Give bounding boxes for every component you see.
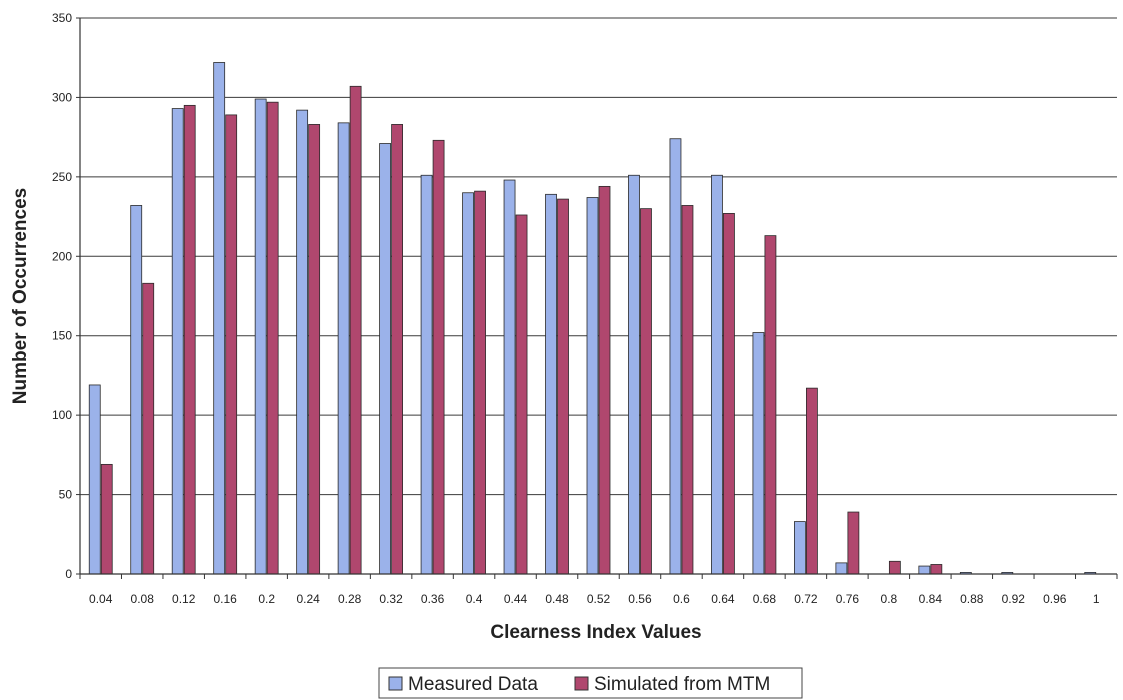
y-tick-label: 200 — [52, 249, 72, 263]
x-tick-label: 0.84 — [919, 592, 943, 606]
bar-measured — [88, 384, 101, 575]
x-tick-label: 0.68 — [753, 592, 777, 606]
x-axis-title: Clearness Index Values — [490, 622, 701, 643]
legend: Measured Data Simulated from MTM — [378, 667, 803, 699]
x-tick-label: 0.48 — [545, 592, 569, 606]
bar-simulated — [225, 114, 238, 575]
bar-measured — [171, 108, 184, 575]
bar-measured — [379, 143, 392, 575]
bar-simulated — [681, 205, 694, 575]
bar-simulated — [557, 198, 569, 575]
bar-simulated — [308, 124, 321, 575]
x-tick-label: 0.88 — [960, 592, 984, 606]
legend-swatch-measured — [388, 676, 403, 691]
x-tick-label: 0.6 — [673, 592, 690, 606]
bar-simulated — [888, 560, 901, 575]
bars — [88, 62, 1097, 575]
bar-simulated — [432, 139, 445, 575]
x-tick-label: 0.04 — [89, 592, 113, 606]
bar-measured — [254, 98, 267, 575]
legend-label-simulated: Simulated from MTM — [594, 674, 770, 695]
bar-simulated — [349, 85, 362, 575]
y-tick-label: 0 — [65, 567, 72, 581]
bar-measured — [669, 138, 682, 575]
bar-measured — [130, 205, 143, 575]
x-tick-label: 0.56 — [628, 592, 652, 606]
bar-simulated — [266, 101, 279, 575]
bar-simulated — [806, 387, 818, 575]
bar-measured — [628, 174, 640, 575]
tick-labels: 0 50 100 150 200 250 300 350 0.04 0.08 0.12 0.16 0.2… — [52, 11, 1118, 606]
bar-simulated — [930, 564, 943, 575]
bar-measured — [835, 562, 848, 575]
bar-simulated — [474, 190, 486, 575]
y-axis-title: Number of Occurrences — [10, 188, 31, 404]
bar-measured — [752, 332, 765, 575]
gridlines — [80, 17, 1117, 575]
bar-simulated — [183, 104, 196, 575]
x-tick-label: 0.36 — [421, 592, 445, 606]
bar-measured — [420, 174, 433, 575]
y-tick-label: 350 — [52, 11, 72, 25]
x-tick-label: 0.52 — [587, 592, 611, 606]
bar-simulated — [515, 214, 528, 575]
y-tick-label: 150 — [52, 329, 72, 343]
bar-measured — [711, 174, 723, 575]
y-tick-label: 50 — [59, 488, 73, 502]
bar-measured — [918, 565, 931, 575]
x-tick-label: 1 — [1093, 592, 1100, 606]
axes — [79, 18, 1117, 575]
x-tick-label: 0.64 — [711, 592, 735, 606]
x-tick-label: 0.76 — [836, 592, 860, 606]
bar-measured — [586, 197, 599, 575]
bar-simulated — [598, 185, 611, 575]
bar-measured — [213, 62, 226, 575]
x-tick-label: 0.32 — [379, 592, 403, 606]
x-tick-label: 0.16 — [214, 592, 238, 606]
x-tick-label: 0.72 — [794, 592, 818, 606]
bar-simulated — [764, 235, 777, 575]
bar-measured — [503, 179, 516, 575]
bar-simulated — [723, 212, 735, 575]
bar-measured — [545, 193, 557, 575]
x-tick-label: 0.2 — [258, 592, 275, 606]
x-tick-label: 0.08 — [131, 592, 155, 606]
x-tick-label: 0.92 — [1002, 592, 1026, 606]
x-tick-label: 0.4 — [466, 592, 483, 606]
y-tick-label: 100 — [52, 408, 72, 422]
legend-box — [378, 667, 803, 699]
bar-measured — [462, 192, 474, 575]
bar-measured — [794, 521, 806, 575]
x-tick-label: 0.44 — [504, 592, 528, 606]
bar-measured — [296, 109, 309, 575]
y-tick-label: 300 — [52, 90, 72, 104]
bar-simulated — [100, 463, 113, 575]
legend-swatch-simulated — [574, 676, 589, 691]
x-tick-label: 0.12 — [172, 592, 196, 606]
bar-simulated — [142, 282, 155, 575]
x-tick-label: 0.8 — [881, 592, 898, 606]
x-tick-label: 0.96 — [1043, 592, 1067, 606]
bar-simulated — [640, 208, 652, 575]
bar-measured — [337, 122, 350, 575]
y-tick-label: 250 — [52, 170, 72, 184]
bar-simulated — [847, 511, 860, 575]
x-tick-label: 0.24 — [296, 592, 320, 606]
legend-label-measured: Measured Data — [408, 674, 538, 695]
bar-simulated — [391, 124, 404, 575]
x-tick-label: 0.28 — [338, 592, 362, 606]
